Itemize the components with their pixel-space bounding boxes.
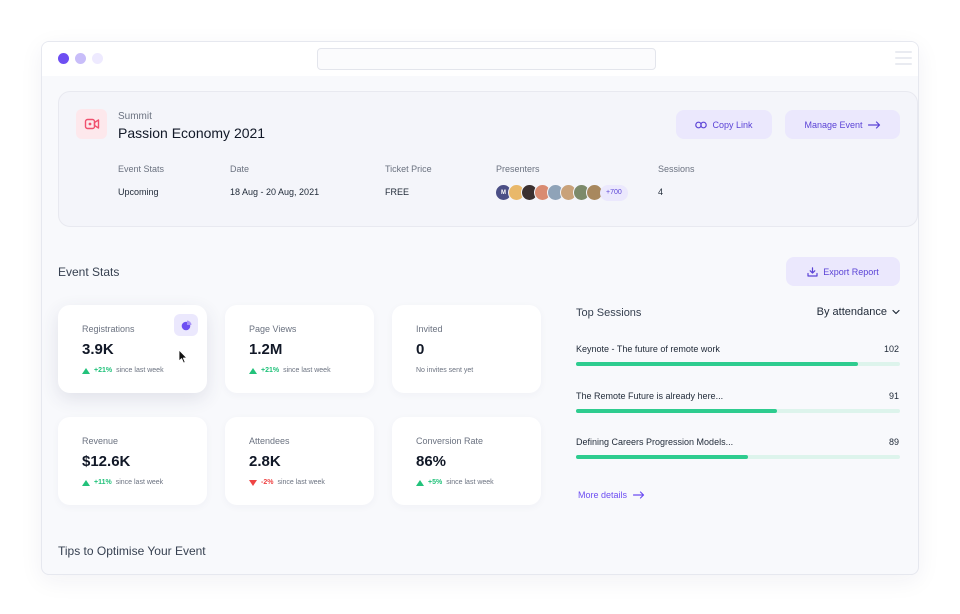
session-count: 89: [888, 437, 899, 447]
event-type: Summit: [118, 111, 152, 122]
stat-trend: -2% since last week: [249, 479, 325, 486]
stat-trend: No invites sent yet: [416, 367, 473, 374]
session-progress-track: [576, 455, 900, 459]
link-icon: [695, 121, 708, 128]
stat-value: 2.8K: [249, 453, 281, 470]
browser-window: Summit Passion Economy 2021 Copy Link Ma…: [41, 41, 919, 575]
download-icon: [807, 266, 818, 277]
stat-value: 0: [416, 341, 425, 358]
copy-link-label: Copy Link: [712, 119, 753, 130]
stat-card-registrations[interactable]: Registrations 3.9K +21% since last week: [58, 305, 207, 393]
stat-trend: +21% since last week: [82, 367, 164, 374]
pie-chart-icon: [181, 320, 191, 330]
sort-dropdown-value: By attendance: [816, 306, 887, 318]
stat-card-conversion-rate[interactable]: Conversion Rate 86% +5% since last week: [392, 417, 541, 505]
address-bar[interactable]: [317, 48, 656, 70]
more-details-label: More details: [578, 490, 628, 500]
stat-label: Conversion Rate: [416, 436, 484, 446]
trend-up-icon: [416, 479, 424, 486]
event-summary-card: Summit Passion Economy 2021 Copy Link Ma…: [58, 91, 918, 227]
stat-card-invited[interactable]: Invited 0 No invites sent yet: [392, 305, 541, 393]
session-row[interactable]: Keynote - The future of remote work 102: [576, 344, 900, 374]
stat-label: Registrations: [82, 324, 135, 334]
session-progress-fill: [576, 409, 777, 413]
export-report-button[interactable]: Export Report: [786, 257, 900, 286]
stat-note: since last week: [446, 479, 494, 486]
event-status-value: Upcoming: [118, 187, 159, 197]
window-close-dot[interactable]: [58, 53, 69, 64]
stat-card-attendees[interactable]: Attendees 2.8K -2% since last week: [225, 417, 374, 505]
session-name: The Remote Future is already here...: [576, 391, 724, 401]
window-titlebar: [42, 42, 918, 76]
trend-up-icon: [82, 367, 90, 374]
stat-label: Invited: [416, 324, 443, 334]
stat-delta: -2%: [261, 479, 274, 486]
stat-note: No invites sent yet: [416, 367, 474, 374]
stat-note: since last week: [115, 479, 164, 486]
arrow-right-icon: [867, 120, 880, 129]
sort-dropdown[interactable]: By attendance: [817, 306, 900, 318]
window-maximize-dot[interactable]: [92, 53, 103, 64]
tips-heading: Tips to Optimise Your Event: [58, 544, 206, 558]
session-progress-fill: [576, 362, 858, 366]
event-title: Passion Economy 2021: [118, 125, 266, 141]
window-minimize-dot[interactable]: [75, 53, 86, 64]
menu-icon[interactable]: [895, 51, 912, 65]
stat-value: $12.6K: [82, 453, 131, 470]
stat-note: since last week: [116, 367, 164, 374]
stat-label: Attendees: [249, 436, 290, 446]
stat-label: Page Views: [249, 324, 297, 334]
ticket-price-label: Ticket Price: [385, 164, 432, 174]
stat-note: since last week: [283, 367, 331, 374]
stat-note: since last week: [277, 479, 325, 486]
session-progress-track: [576, 409, 900, 413]
event-date-value: 18 Aug - 20 Aug, 2021: [230, 187, 320, 197]
top-sessions-title: Top Sessions: [576, 307, 642, 319]
session-count: 102: [883, 344, 899, 354]
stat-value: 3.9K: [82, 341, 114, 358]
video-camera-icon: [76, 109, 107, 139]
trend-up-icon: [82, 479, 90, 486]
manage-event-button[interactable]: Manage Event: [785, 110, 900, 139]
stat-trend: +11% since last week: [82, 479, 163, 486]
stat-value: 86%: [416, 453, 447, 470]
session-progress-track: [576, 362, 900, 366]
session-name: Defining Careers Progression Models...: [576, 437, 734, 447]
stat-trend: +21% since last week: [249, 367, 331, 374]
more-presenters-badge[interactable]: +700: [600, 184, 628, 201]
stat-delta: +21%: [261, 367, 280, 374]
copy-link-button[interactable]: Copy Link: [676, 110, 772, 139]
presenters-label: Presenters: [496, 164, 540, 174]
stat-card-page-views[interactable]: Page Views 1.2M +21% since last week: [225, 305, 374, 393]
trend-down-icon: [249, 479, 257, 486]
session-progress-fill: [576, 455, 748, 459]
sessions-value: 4: [658, 187, 664, 197]
stat-card-revenue[interactable]: Revenue $12.6K +11% since last week: [58, 417, 207, 505]
stat-label: Revenue: [82, 436, 119, 446]
ticket-price-value: FREE: [385, 187, 410, 197]
event-date-label: Date: [230, 164, 250, 174]
event-stats-heading: Event Stats: [58, 265, 120, 279]
arrow-right-icon: [633, 491, 645, 499]
session-count: 91: [888, 391, 899, 401]
more-details-link[interactable]: More details: [578, 490, 645, 500]
session-row[interactable]: The Remote Future is already here... 91: [576, 391, 900, 421]
event-status-label: Event Stats: [118, 164, 165, 174]
stat-delta: +21%: [94, 367, 113, 374]
presenter-avatars[interactable]: M +700: [495, 183, 628, 202]
stat-delta: +11%: [94, 479, 112, 486]
manage-event-label: Manage Event: [804, 119, 863, 130]
stat-value: 1.2M: [249, 341, 283, 358]
sessions-label: Sessions: [658, 164, 695, 174]
chart-toggle-button[interactable]: [174, 314, 198, 336]
session-name: Keynote - The future of remote work: [576, 344, 720, 354]
stat-trend: +5% since last week: [416, 479, 494, 486]
chevron-down-icon: [892, 309, 900, 315]
stat-delta: +5%: [428, 479, 443, 486]
export-report-label: Export Report: [823, 266, 879, 277]
mouse-cursor-icon: [178, 349, 188, 364]
trend-up-icon: [249, 367, 257, 374]
session-row[interactable]: Defining Careers Progression Models... 8…: [576, 437, 900, 467]
